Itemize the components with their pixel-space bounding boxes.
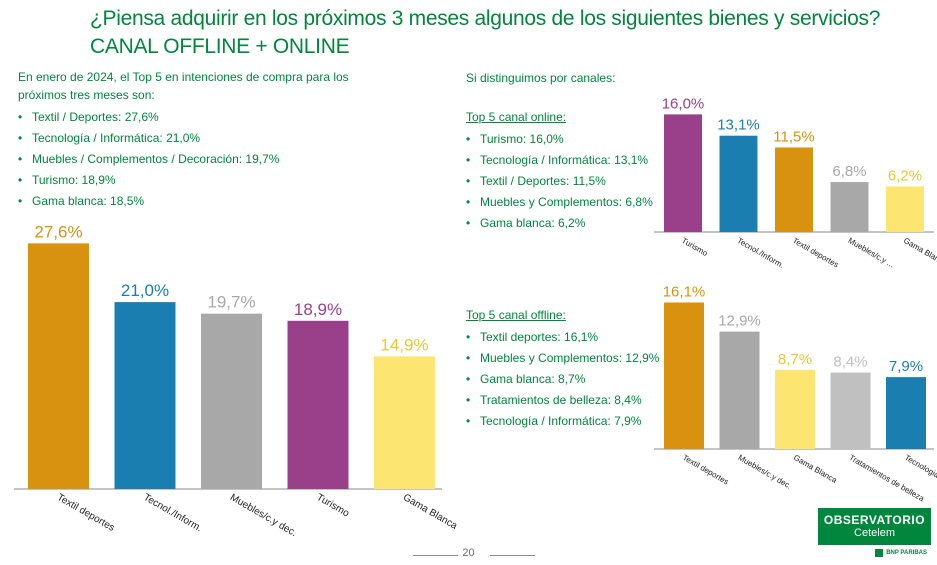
online-section-title: Top 5 canal online: (466, 110, 567, 124)
bar (201, 313, 262, 489)
list-item: Turismo: 18,9% (18, 170, 279, 191)
list-item: Textil deportes: 16,1% (466, 327, 659, 348)
bar (886, 186, 924, 232)
bar (114, 302, 176, 489)
offline-bullet-list: Textil deportes: 16,1% Muebles y Complem… (466, 327, 659, 432)
list-item: Muebles y Complementos: 6,8% (466, 192, 653, 213)
list-item: Gama blanca: 18,5% (18, 191, 279, 212)
bar-value-label: 16,1% (663, 283, 706, 300)
bar (830, 182, 869, 232)
bar (374, 356, 435, 489)
bar-value-label: 11,5% (773, 128, 814, 145)
bar-value-label: 18,9% (294, 300, 342, 319)
logo-bank-strip: BNP PARIBAS (818, 545, 931, 560)
list-item: Gama blanca: 6,2% (466, 213, 653, 234)
bar-value-label: 12,9% (718, 313, 761, 330)
online-bullet-list: Turismo: 16,0% Tecnología / Informática:… (466, 129, 653, 234)
bar-value-label: 6,2% (888, 167, 922, 184)
category-tick-label: Gama Blanca (792, 453, 839, 485)
list-item: Gama blanca: 8,7% (466, 369, 659, 390)
list-item: Muebles / Complementos / Decoración: 19,… (18, 149, 279, 170)
page-title: ¿Piensa adquirir en los próximos 3 meses… (90, 5, 880, 61)
bar-value-label: 8,7% (778, 351, 812, 368)
title-line-2: CANAL OFFLINE + ONLINE (90, 35, 350, 58)
page-number-rule-right (490, 555, 535, 556)
bar (775, 369, 815, 449)
bar-value-label: 19,7% (207, 293, 255, 312)
list-item: Textil / Deportes: 27,6% (18, 107, 279, 128)
right-intro-text: Si distinguimos por canales: (466, 71, 616, 85)
list-item: Tecnología / Informática: 21,0% (18, 128, 279, 149)
list-item: Tratamientos de belleza: 8,4% (466, 390, 659, 411)
left-intro-text: En enero de 2024, el Top 5 en intencione… (18, 70, 349, 102)
bar (28, 243, 89, 489)
bar (830, 372, 871, 449)
bar (664, 114, 702, 232)
left-bullet-list: Textil / Deportes: 27,6% Tecnología / In… (18, 107, 279, 212)
bar (719, 135, 758, 232)
list-item: Turismo: 16,0% (466, 129, 653, 150)
bar (775, 147, 813, 232)
bar-value-label: 6,8% (832, 163, 866, 180)
bar-value-label: 21,0% (121, 281, 169, 300)
list-item: Tecnología / Informática: 13,1% (466, 150, 653, 171)
bar-value-label: 8,4% (833, 354, 867, 371)
page-number: 20 (462, 547, 475, 559)
list-item: Muebles y Complementos: 12,9% (466, 348, 659, 369)
category-tick-label: Textil deportes (681, 453, 730, 487)
title-line-1: ¿Piensa adquirir en los próximos 3 meses… (90, 7, 881, 30)
bar (287, 320, 349, 489)
bar-value-label: 7,9% (889, 358, 923, 375)
list-item: Textil / Deportes: 11,5% (466, 171, 653, 192)
logo-banner: OBSERVATORIO Cetelem (818, 508, 931, 545)
bar-value-label: 13,1% (717, 117, 760, 134)
bar-value-label: 16,0% (662, 95, 705, 112)
bar (886, 377, 926, 449)
bar-value-label: 27,6% (34, 222, 82, 241)
offline-section-title: Top 5 canal offline: (466, 308, 566, 322)
logo-sub-text: Cetelem (854, 527, 895, 539)
list-item: Tecnología / Informática: 7,9% (466, 411, 659, 432)
bar (664, 302, 704, 449)
page-number-rule-left (413, 555, 458, 556)
bank-star-icon (875, 548, 884, 557)
bar-value-label: 14,9% (380, 335, 428, 354)
logo-main-text: OBSERVATORIO (823, 513, 926, 527)
logo-bank-text: BNP PARIBAS (886, 549, 927, 556)
observatorio-cetelem-logo: OBSERVATORIO Cetelem BNP PARIBAS (818, 508, 931, 560)
category-tick-label: Muebles/c.y dec. (737, 453, 793, 491)
bar (719, 331, 760, 449)
